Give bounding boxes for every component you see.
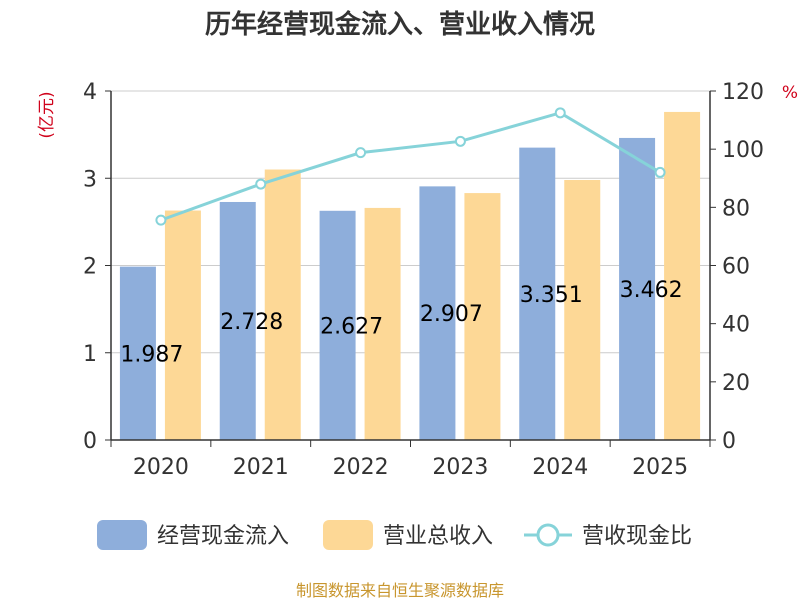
ratio-point <box>155 214 167 226</box>
x-axis-tick-label: 2023 <box>432 455 488 480</box>
x-axis-tick-label: 2024 <box>532 455 588 480</box>
bar-revenue <box>264 169 301 440</box>
ratio-point <box>654 166 666 178</box>
legend-marker <box>536 523 560 547</box>
left-axis-unit-label: (亿元) <box>37 91 57 138</box>
legend-swatch <box>323 520 373 550</box>
legend-label: 营收现金比 <box>582 524 692 549</box>
x-axis-tick-label: 2025 <box>632 455 688 480</box>
bar-cash-inflow <box>519 147 556 440</box>
bar-revenue <box>664 111 701 440</box>
x-axis-tick-label: 2020 <box>133 455 189 480</box>
bar-revenue <box>464 193 501 440</box>
x-axis-tick-label: 2022 <box>333 455 389 480</box>
right-axis-tick-label: 20 <box>722 371 750 396</box>
bar-cash-inflow <box>319 210 356 440</box>
bar-revenue <box>164 210 201 440</box>
x-axis-tick-label: 2021 <box>233 455 289 480</box>
left-axis-tick-label: 1 <box>83 342 97 367</box>
legend-swatch <box>97 520 147 550</box>
left-axis-tick-label: 3 <box>83 167 97 192</box>
ratio-point <box>355 147 367 159</box>
bar-cash-inflow <box>419 186 456 440</box>
legend-label: 经营现金流入 <box>157 524 289 549</box>
left-axis-tick-label: 2 <box>83 255 97 280</box>
data-label-group: 1.987 2.728 2.627 2.907 3.351 3.462 <box>120 278 682 367</box>
left-axis-tick-label: 0 <box>83 429 97 454</box>
left-axis-tick-label: 4 <box>83 80 97 105</box>
bar-data-label: 2.907 <box>420 302 483 327</box>
ratio-point <box>454 135 466 147</box>
ratio-point <box>255 178 267 190</box>
right-axis-tick-label: 120 <box>722 80 764 105</box>
bar-cash-inflow <box>619 137 656 441</box>
bar-group <box>119 111 701 441</box>
chart-title: 历年经营现金流入、营业收入情况 <box>205 9 595 40</box>
right-axis-tick-label: 100 <box>722 138 764 163</box>
ratio-point <box>554 107 566 119</box>
legend-label: 营业总收入 <box>383 524 493 549</box>
bar-data-label: 2.627 <box>320 314 383 339</box>
bar-data-label: 2.728 <box>220 310 283 335</box>
bar-data-label: 3.351 <box>520 283 583 308</box>
legend: 经营现金流入 营业总收入 营收现金比 <box>97 520 692 550</box>
right-axis-tick-label: 80 <box>722 196 750 221</box>
bar-revenue <box>364 207 401 440</box>
right-axis-tick-label: 0 <box>722 429 736 454</box>
bar-cash-inflow <box>119 266 156 440</box>
gridlines <box>111 90 710 354</box>
bar-data-label: 3.462 <box>620 278 683 303</box>
source-note: 制图数据来自恒生聚源数据库 <box>296 581 504 600</box>
bar-data-label: 1.987 <box>120 342 183 367</box>
bar-revenue <box>564 179 601 440</box>
bar-cash-inflow <box>219 201 256 440</box>
ratio-line <box>160 111 661 222</box>
right-axis-tick-label: 60 <box>722 255 750 280</box>
right-axis-unit-label: % <box>782 83 798 103</box>
right-axis-tick-label: 40 <box>722 313 750 338</box>
ratio-line-group <box>155 107 666 226</box>
